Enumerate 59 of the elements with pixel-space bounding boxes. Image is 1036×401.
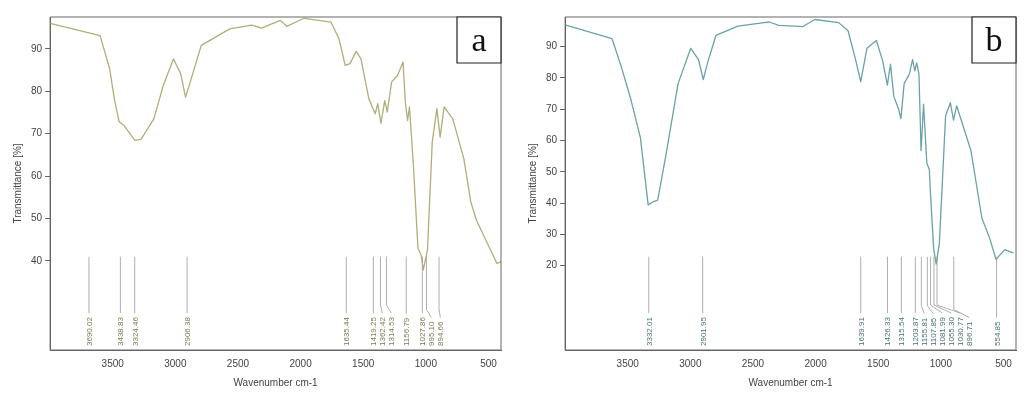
- x-tick-label: 2000: [289, 357, 313, 369]
- y-tick-label: 50: [31, 212, 43, 224]
- x-tick-label: 1000: [929, 357, 953, 369]
- x-tick-label: 1500: [867, 357, 890, 369]
- y-tick-label: 90: [31, 42, 43, 54]
- ref-line-label: 1203.87: [911, 316, 921, 346]
- y-tick-label: 70: [31, 127, 43, 139]
- ref-line-label: 1155.81: [920, 317, 930, 346]
- ref-line-label: 1635.44: [342, 316, 352, 346]
- ref-line-label: 995.10: [427, 320, 437, 346]
- x-tick-label: 3500: [616, 357, 640, 369]
- x-tick-label: 3000: [679, 357, 702, 369]
- ref-line-label: 3324.46: [130, 316, 140, 346]
- ref-line-label: 1027.86: [418, 316, 428, 346]
- y-tick-label: 70: [546, 102, 558, 114]
- x-tick-label: 2500: [741, 357, 765, 369]
- x-tick-label: 1500: [352, 357, 375, 369]
- x-tick-label: 2000: [804, 357, 828, 369]
- ref-line-label: 3690.02: [84, 316, 94, 346]
- y-axis-title: Transmittance [%]: [11, 143, 23, 224]
- y-tick-label: 80: [31, 84, 43, 96]
- x-tick-label: 500: [480, 357, 498, 369]
- annotation: b: [985, 20, 1003, 58]
- y-axis-title: Transmittance [%]: [526, 143, 538, 224]
- x-axis-title: Wavenumber cm-1: [748, 376, 834, 388]
- ref-line-label: 896.71: [965, 320, 975, 346]
- ref-line-label: 1030.77: [956, 316, 966, 346]
- annotation: a: [471, 20, 487, 58]
- ref-line-label: 1426.33: [883, 316, 893, 346]
- y-tick-label: 30: [546, 228, 558, 240]
- x-axis-title: Wavenumber cm-1: [233, 376, 319, 388]
- ref-line-label: 1362.42: [378, 316, 388, 346]
- ref-line-label: 1314.53: [387, 316, 397, 346]
- x-tick-label: 2500: [226, 357, 250, 369]
- ref-line-label: 554.85: [992, 320, 1002, 346]
- ref-line-label: 1639.91: [856, 316, 866, 346]
- ref-line-label: 1055.30: [947, 316, 957, 346]
- y-tick-label: 40: [546, 196, 558, 208]
- ref-line-label: 2906.38: [183, 316, 193, 346]
- ref-line-label: 894.66: [436, 320, 446, 346]
- y-tick-label: 90: [546, 40, 558, 52]
- ref-line-label: 1419.25: [369, 316, 379, 346]
- ref-line-label: 3438.83: [116, 316, 126, 346]
- y-tick-label: 60: [546, 134, 558, 146]
- y-tick-label: 40: [31, 254, 43, 266]
- y-tick-label: 60: [31, 169, 43, 181]
- ref-line-label: 3332.01: [644, 316, 654, 346]
- x-tick-label: 3500: [101, 357, 125, 369]
- y-tick-label: 80: [546, 71, 558, 83]
- ref-line-label: 1107.85: [929, 317, 939, 346]
- y-tick-label: 20: [546, 259, 558, 271]
- ref-line-label: 2901.95: [698, 316, 708, 346]
- ref-line-label: 1081.99: [938, 316, 948, 346]
- ref-line-label: 1315.54: [897, 316, 907, 346]
- x-tick-label: 3000: [164, 357, 187, 369]
- ref-line-label: 1156.79: [402, 317, 412, 346]
- x-tick-label: 1000: [414, 357, 438, 369]
- y-tick-label: 50: [546, 165, 558, 177]
- x-tick-label: 500: [995, 357, 1013, 369]
